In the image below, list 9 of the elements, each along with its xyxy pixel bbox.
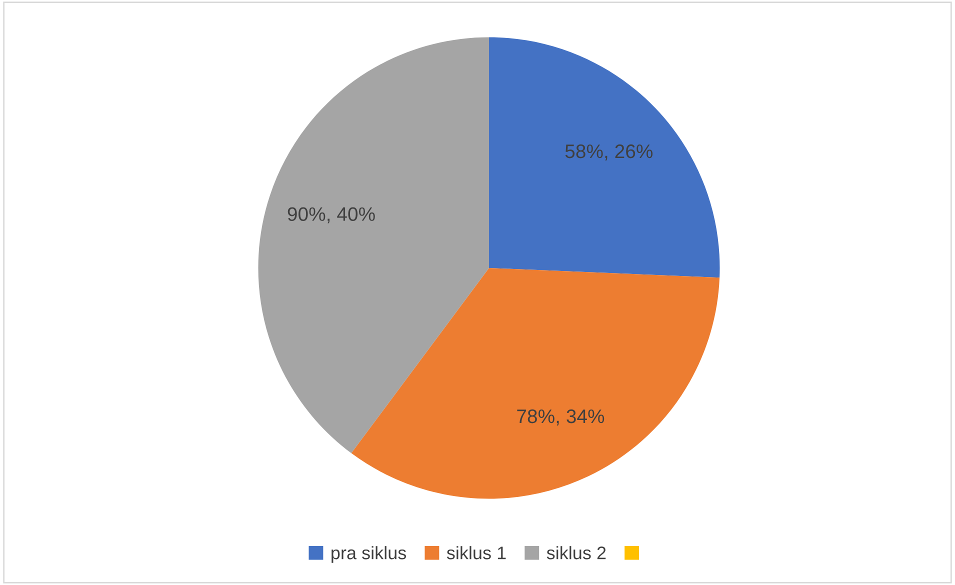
pie-slice xyxy=(258,37,489,454)
legend-label: siklus 2 xyxy=(546,546,606,560)
data-label: 90%, 40% xyxy=(288,207,375,224)
pie-slice xyxy=(489,37,720,278)
data-label: 78%, 34% xyxy=(517,409,604,426)
pie-slice xyxy=(351,268,720,499)
legend-label: siklus 1 xyxy=(446,546,506,560)
legend-label: pra siklus xyxy=(332,546,406,563)
data-label: 58%, 26% xyxy=(565,144,653,161)
